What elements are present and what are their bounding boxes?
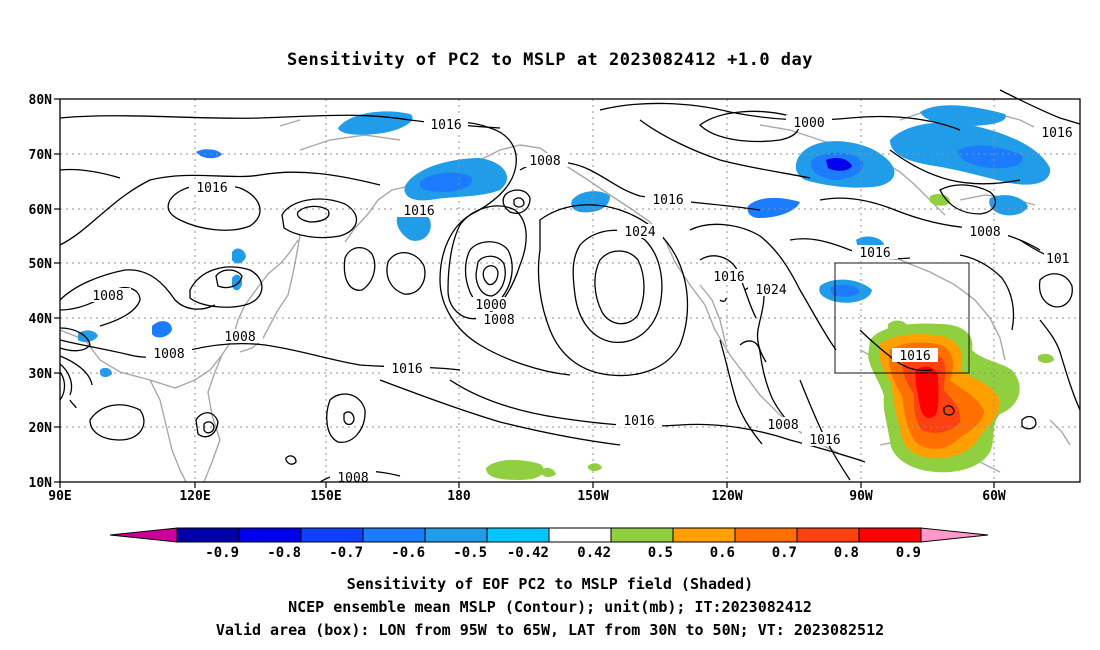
colorbar-label: 0.7: [772, 545, 797, 561]
colorbar-cell: [610, 527, 674, 543]
lat-label-40n: 40N: [29, 312, 53, 327]
contour-label: 1016: [403, 204, 434, 219]
colorbar-label: 0.5: [648, 545, 673, 561]
colorbar-label: -0.6: [391, 545, 425, 561]
contour-label: 1008: [529, 154, 560, 169]
contour-label: 1024: [624, 225, 655, 240]
contour-label: 1008: [969, 225, 1000, 240]
contour-label: 1008: [483, 313, 514, 328]
colorbar-label: 0.42: [577, 545, 611, 561]
lon-label-150w: 150W: [577, 489, 608, 504]
contour-label: 1016: [809, 433, 840, 448]
lon-label-90w: 90W: [849, 489, 873, 504]
lat-label-20n: 20N: [29, 421, 53, 436]
lat-label-10n: 10N: [29, 476, 53, 491]
contour-label: 1008: [337, 471, 368, 486]
colorbar-cell: [424, 527, 488, 543]
caption-line-2: NCEP ensemble mean MSLP (Contour); unit(…: [288, 598, 812, 616]
latitude-labels: 80N 70N 60N 50N 40N 30N 20N 10N: [29, 93, 53, 491]
contour-label: 1016: [391, 362, 422, 377]
map-frame: [59, 98, 1081, 483]
lon-label-60w: 60W: [982, 489, 1006, 504]
colorbar: -0.9 -0.8 -0.7 -0.6 -0.5 -0.42 0.42 0.5 0.6 0.7 0.…: [109, 527, 989, 561]
lat-label-60n: 60N: [29, 203, 53, 218]
contour-label: 1000: [475, 298, 506, 313]
colorbar-label: 0.8: [834, 545, 859, 561]
map-title: Sensitivity of PC2 to MSLP at 2023082412…: [286, 50, 813, 70]
colorbar-label: 0.6: [710, 545, 735, 561]
colorbar-cell: [672, 527, 736, 543]
lat-label-80n: 80N: [29, 93, 53, 108]
contour-label: 1016: [430, 118, 461, 133]
contour-label: 1008: [767, 418, 798, 433]
colorbar-cell: [858, 527, 922, 543]
contour-label: 1016: [652, 193, 683, 208]
contour-label: 101: [1046, 252, 1069, 267]
lat-label-50n: 50N: [29, 257, 53, 272]
caption-line-1: Sensitivity of EOF PC2 to MSLP field (Sh…: [346, 575, 754, 593]
colorbar-cell: [486, 527, 550, 543]
negative-sensitivity-shading: [78, 105, 1051, 377]
lat-lon-grid: [60, 99, 1080, 482]
longitude-labels: 90E 120E 150E 180 150W 120W 90W 60W: [48, 489, 1006, 504]
colorbar-cell: [238, 527, 302, 543]
colorbar-right-triangle: [920, 527, 989, 543]
lon-label-120w: 120W: [711, 489, 742, 504]
contour-label: 1000: [793, 116, 824, 131]
contour-label: 1024: [755, 283, 786, 298]
contour-label: 1016: [623, 414, 654, 429]
colorbar-label: -0.5: [453, 545, 487, 561]
axis-ticks: [54, 98, 995, 488]
contour-label: 1016: [196, 181, 227, 196]
lon-label-120e: 120E: [179, 489, 210, 504]
contour-label: 1016: [1041, 126, 1072, 141]
contour-label: 1008: [92, 289, 123, 304]
contour-label: 1008: [224, 330, 255, 345]
map-plot: 1016 1008 1016 1016 1016 1000 1016 1024 …: [29, 89, 1081, 504]
lon-label-90e: 90E: [48, 489, 71, 504]
colorbar-left-triangle: [109, 527, 178, 543]
contour-labels: 1016 1008 1016 1016 1016 1000 1016 1024 …: [85, 115, 1080, 486]
contour-label: 1016: [859, 246, 890, 261]
colorbar-label: -0.7: [329, 545, 363, 561]
lat-label-70n: 70N: [29, 148, 53, 163]
colorbar-label: -0.9: [205, 545, 239, 561]
contour-label: 1016: [713, 270, 744, 285]
colorbar-cell: [734, 527, 798, 543]
colorbar-label: -0.8: [267, 545, 301, 561]
lon-label-150e: 150E: [310, 489, 341, 504]
mslp-contours: [59, 89, 1081, 483]
contour-label: 1008: [153, 347, 184, 362]
colorbar-cell: [796, 527, 860, 543]
colorbar-cell: [176, 527, 240, 543]
colorbar-cell: [362, 527, 426, 543]
lon-label-180: 180: [447, 489, 471, 504]
contour-label: 1016: [899, 349, 930, 364]
valid-area-box: [834, 262, 970, 374]
lat-label-30n: 30N: [29, 367, 53, 382]
caption-line-3: Valid area (box): LON from 95W to 65W, L…: [215, 621, 885, 639]
colorbar-cell: [548, 527, 612, 543]
colorbar-label: -0.42: [507, 545, 549, 561]
colorbar-label: 0.9: [896, 545, 921, 561]
colorbar-cell: [300, 527, 364, 543]
